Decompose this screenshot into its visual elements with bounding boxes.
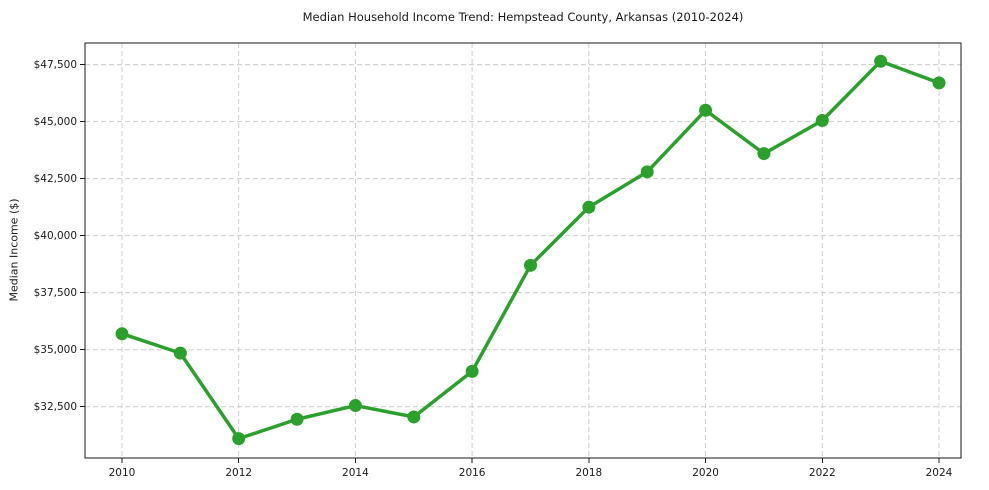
data-point-marker bbox=[232, 432, 246, 446]
data-point-marker bbox=[173, 346, 187, 360]
y-tick-label: $35,000 bbox=[34, 344, 77, 356]
data-point-marker bbox=[524, 258, 537, 272]
data-point-marker bbox=[407, 410, 421, 424]
y-tick-label: $32,500 bbox=[34, 401, 77, 413]
data-point-marker bbox=[815, 114, 829, 128]
y-tick-label: $40,000 bbox=[34, 230, 77, 242]
data-point-marker bbox=[115, 327, 129, 341]
data-point-marker bbox=[290, 412, 304, 426]
x-tick-label: 2022 bbox=[809, 467, 836, 479]
y-tick-label: $42,500 bbox=[34, 173, 77, 185]
x-tick-label: 2020 bbox=[692, 467, 719, 479]
chart-title: Median Household Income Trend: Hempstead… bbox=[302, 10, 744, 24]
data-point-marker bbox=[874, 54, 888, 68]
y-tick-label: $37,500 bbox=[34, 287, 77, 299]
data-point-marker bbox=[757, 147, 771, 161]
x-tick-label: 2016 bbox=[459, 467, 486, 479]
data-point-marker bbox=[699, 103, 713, 117]
data-point-marker bbox=[932, 76, 946, 90]
y-tick-label: $45,000 bbox=[34, 116, 77, 128]
data-point-marker bbox=[582, 200, 596, 214]
data-point-marker bbox=[465, 364, 479, 378]
x-tick-label: 2010 bbox=[109, 467, 136, 479]
x-tick-label: 2014 bbox=[342, 467, 369, 479]
x-tick-label: 2024 bbox=[926, 467, 953, 479]
data-point-marker bbox=[348, 399, 362, 413]
y-tick-label: $47,500 bbox=[34, 59, 77, 71]
data-point-marker bbox=[640, 165, 654, 179]
plot-border bbox=[84, 42, 962, 459]
x-tick-label: 2018 bbox=[575, 467, 602, 479]
x-tick-label: 2012 bbox=[225, 467, 252, 479]
